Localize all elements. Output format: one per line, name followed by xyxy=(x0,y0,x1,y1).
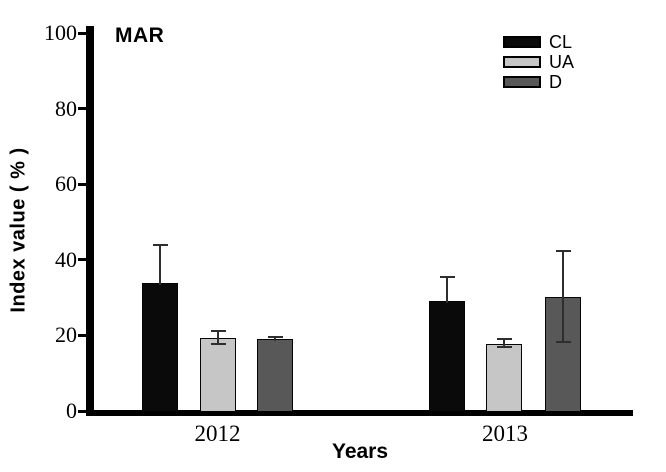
y-axis-tick-label: 20 xyxy=(55,322,77,348)
error-bar-cap xyxy=(496,337,512,340)
error-bar-cap xyxy=(555,340,571,343)
y-axis-tick xyxy=(78,107,86,111)
y-axis-tick xyxy=(78,409,86,413)
x-category-label: 2012 xyxy=(194,421,241,446)
x-axis-line xyxy=(86,410,633,416)
bar xyxy=(200,338,236,411)
x-axis-title: Years xyxy=(331,440,389,463)
y-axis-tick-label: 60 xyxy=(55,171,77,197)
legend-item-label: CL xyxy=(549,32,573,52)
legend-swatch-UA xyxy=(503,56,541,68)
error-bar xyxy=(274,336,276,341)
y-axis-tick xyxy=(78,182,86,186)
legend-swatch-CL xyxy=(503,36,541,48)
error-bar xyxy=(503,337,505,349)
error-bar xyxy=(446,276,448,303)
error-bar-cap xyxy=(267,336,283,339)
y-axis-line xyxy=(86,26,94,416)
legend-swatch-D xyxy=(503,76,541,88)
y-axis-tick xyxy=(78,333,86,337)
panel-label: MAR xyxy=(115,24,165,47)
bar xyxy=(429,300,465,411)
y-axis-tick-label: 80 xyxy=(55,95,77,121)
y-axis-tick-label: 0 xyxy=(66,398,77,423)
legend-item-label: D xyxy=(549,72,562,92)
legend-item-label: UA xyxy=(549,52,575,72)
y-axis-tick xyxy=(78,31,86,35)
error-bar-cap xyxy=(210,342,226,345)
y-axis-tick-label: 40 xyxy=(55,246,77,272)
error-bar-cap xyxy=(210,330,226,333)
error-bar-cap xyxy=(496,346,512,349)
y-axis-tick xyxy=(78,258,86,262)
error-bar-cap xyxy=(439,276,455,279)
error-bar-cap xyxy=(152,243,168,246)
bar xyxy=(257,338,293,411)
x-category-label: 2013 xyxy=(482,421,528,446)
bar xyxy=(486,343,522,411)
error-bar-cap xyxy=(555,249,571,252)
error-bar xyxy=(217,330,219,345)
error-bar xyxy=(159,243,161,285)
y-axis-tick-label: 100 xyxy=(44,20,77,45)
bar xyxy=(142,282,178,411)
error-bar xyxy=(562,249,564,343)
